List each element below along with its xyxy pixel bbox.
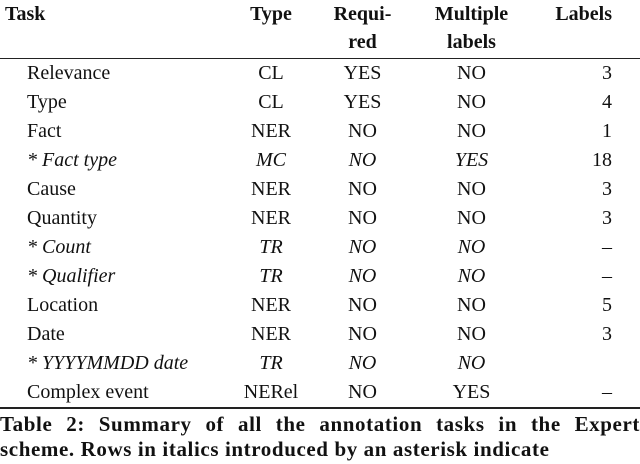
- cell: –: [528, 378, 640, 409]
- cell: NO: [348, 178, 377, 200]
- cell: NO: [457, 265, 486, 287]
- cell: NO: [457, 236, 486, 258]
- cell: TR: [259, 352, 283, 374]
- header-text: red: [348, 31, 377, 53]
- cell: NER: [251, 120, 291, 142]
- cell: NO: [348, 207, 377, 229]
- cell: * Qualifier: [27, 265, 116, 287]
- cell: * Count: [27, 236, 91, 258]
- table-row: Date NER NO NO 3: [0, 320, 640, 349]
- table-row: Quantity NER NO NO 3: [0, 204, 640, 233]
- header-text: Type: [250, 3, 292, 25]
- cell: 1: [602, 120, 612, 142]
- header-text: Labels: [555, 3, 612, 25]
- header-text: Task: [5, 3, 46, 25]
- cell: 3: [602, 323, 612, 345]
- cell: NER: [251, 294, 291, 316]
- cell: NO: [457, 207, 486, 229]
- cell: Quantity: [27, 207, 97, 229]
- header-text: Multiple: [434, 3, 509, 25]
- table-row: Type CL YES NO 4: [0, 88, 640, 117]
- table-row: * Fact type MC NO YES 18: [0, 146, 640, 175]
- table-row: Location NER NO NO 5: [0, 291, 640, 320]
- cell: NERel: [232, 378, 310, 409]
- header-cell: Multiple labels: [415, 0, 528, 59]
- cell: YES: [415, 378, 528, 409]
- cell: 3: [602, 62, 612, 84]
- table-body: Relevance CL YES NO 3 Type CL YES NO 4 Fact NER NO NO…: [0, 59, 640, 409]
- cell: Cause: [27, 178, 76, 200]
- cell: Location: [27, 294, 99, 316]
- cell: NO: [348, 352, 377, 374]
- cell: NO: [457, 323, 486, 345]
- cell: NO: [457, 178, 486, 200]
- cell: 3: [602, 178, 612, 200]
- header-text: labels: [447, 31, 496, 53]
- table: Task Type Requi-red Multiple labels Labels Re…: [0, 0, 640, 409]
- cell: NO: [348, 323, 377, 345]
- header-row: Task Type Requi-red Multiple labels Labels: [0, 0, 640, 59]
- cell: 3: [602, 207, 612, 229]
- cell: Relevance: [27, 62, 111, 84]
- table-row: Cause NER NO NO 3: [0, 175, 640, 204]
- cell: NO: [457, 91, 486, 113]
- header-cell: Requi-red: [310, 0, 415, 59]
- cell: CL: [258, 91, 284, 113]
- cell: NER: [251, 207, 291, 229]
- header-text: Requi-: [333, 3, 392, 25]
- table-row: * Qualifier TR NO NO –: [0, 262, 640, 291]
- header-cell: Task: [0, 0, 232, 59]
- table-row: Relevance CL YES NO 3: [0, 59, 640, 89]
- header-cell: Type: [232, 0, 310, 59]
- cell: YES: [454, 149, 489, 171]
- cell: NO: [457, 352, 486, 374]
- cell: TR: [259, 265, 283, 287]
- table-row: Fact NER NO NO 1: [0, 117, 640, 146]
- cell: Type: [27, 91, 67, 113]
- cell: NO: [348, 236, 377, 258]
- cell: 4: [602, 91, 612, 113]
- cell: * Fact type: [27, 149, 117, 171]
- cell: NO: [348, 294, 377, 316]
- cell: NER: [251, 323, 291, 345]
- cell: NO: [457, 294, 486, 316]
- cell: 5: [602, 294, 612, 316]
- table-row: Complex event NERel NO YES –: [0, 378, 640, 409]
- cell: TR: [259, 236, 283, 258]
- cell: NO: [348, 265, 377, 287]
- cell: CL: [258, 62, 284, 84]
- cell: 18: [592, 149, 612, 171]
- cell: [528, 349, 640, 378]
- cell: NO: [348, 120, 377, 142]
- cell: YES: [343, 62, 382, 84]
- cell: NER: [251, 178, 291, 200]
- cell: Date: [27, 323, 65, 345]
- header-cell: Labels: [528, 0, 640, 59]
- table-row: * YYYYMMDD date TR NO NO: [0, 349, 640, 378]
- cell: NO: [348, 149, 377, 171]
- cell: –: [602, 265, 612, 287]
- cell: MC: [256, 149, 286, 171]
- cell: NO: [457, 120, 486, 142]
- cell: NO: [310, 378, 415, 409]
- cell: –: [602, 236, 612, 258]
- cell: * YYYYMMDD date: [27, 352, 189, 374]
- caption: Table 2: Summary of all the annotation t…: [0, 412, 640, 461]
- cell: Complex event: [0, 378, 232, 409]
- cell: YES: [343, 91, 382, 113]
- cell: Fact: [27, 120, 62, 142]
- table-row: * Count TR NO NO –: [0, 233, 640, 262]
- cell: NO: [457, 62, 486, 84]
